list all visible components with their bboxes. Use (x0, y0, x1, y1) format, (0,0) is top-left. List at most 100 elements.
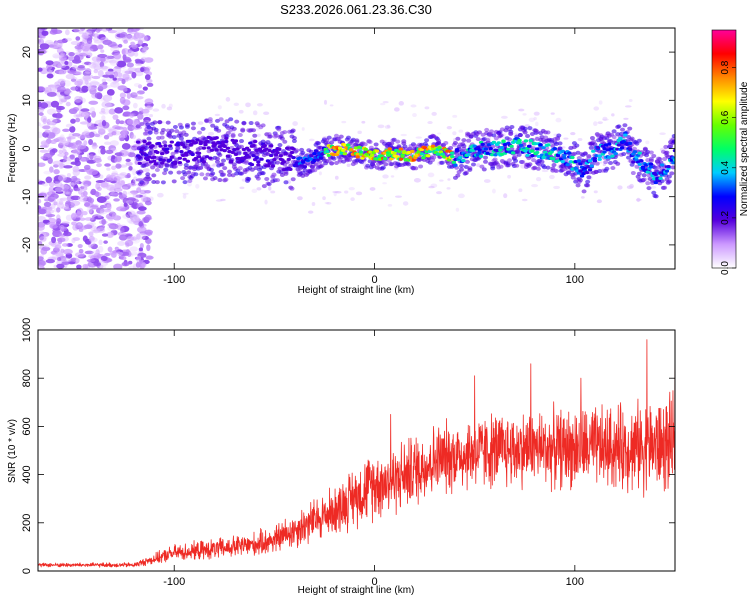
noise-cell (141, 47, 147, 55)
ridge-cell (533, 142, 538, 146)
colorbar-ticks: 0.0 0.2 0.4 0.6 0.8 (720, 60, 736, 275)
ridge-halo-cell (588, 145, 594, 150)
noise-cell (122, 56, 132, 63)
ridge-cell (164, 150, 170, 154)
ridge-cell (195, 138, 200, 142)
ridge-cell (437, 146, 442, 150)
noise-cell (56, 105, 65, 111)
ridge-cell (446, 158, 452, 162)
ridge-halo-cell (550, 143, 556, 148)
noise-cell (550, 112, 555, 115)
noise-cell (100, 255, 108, 262)
noise-cell (115, 251, 124, 256)
ridge-cell (541, 146, 546, 150)
ridge-cell (174, 149, 179, 153)
ridge-cell (387, 147, 392, 151)
ridge-cell (185, 159, 191, 163)
noise-cell (130, 252, 139, 256)
ridge-halo-cell (184, 123, 190, 128)
ridge-cell (477, 148, 482, 152)
noise-cell (114, 152, 125, 157)
ridge-halo-cell (264, 176, 270, 181)
ridge-cell (618, 136, 623, 140)
noise-cell (79, 28, 86, 31)
ridge-halo-cell (217, 152, 223, 157)
noise-cell (84, 175, 92, 180)
ridge-halo-cell (611, 129, 617, 134)
noise-cell (119, 227, 125, 233)
noise-cell (323, 99, 328, 105)
noise-cell (130, 236, 138, 241)
ridge-cell (623, 133, 628, 137)
noise-cell (122, 73, 130, 80)
noise-cell (535, 121, 539, 127)
noise-cell (611, 113, 615, 117)
ridge-halo-cell (190, 121, 196, 126)
noise-cell (99, 208, 108, 215)
noise-cell (46, 64, 53, 70)
spectrogram-x-axis: -100 0 100 (163, 28, 584, 286)
ridge-cell (212, 142, 218, 147)
noise-cell (111, 165, 117, 170)
noise-cell (124, 240, 134, 247)
noise-cell (43, 170, 52, 175)
noise-cell (87, 117, 92, 124)
noise-cell (74, 157, 80, 163)
ridge-halo-cell (246, 176, 252, 181)
noise-cell (145, 255, 154, 260)
ridge-halo-cell (231, 126, 237, 131)
noise-cell (131, 71, 137, 79)
ridge-halo-cell (455, 173, 461, 178)
noise-cell (297, 196, 303, 201)
noise-cell (79, 121, 90, 125)
ridge-halo-cell (380, 165, 386, 170)
ridge-cell (538, 143, 543, 147)
noise-cell (70, 149, 79, 154)
noise-cell (144, 214, 152, 221)
noise-cell (63, 231, 72, 237)
ridge-halo-cell (458, 163, 464, 168)
ridge-cell (150, 144, 155, 148)
ridge-cell (551, 157, 556, 161)
ridge-cell (409, 149, 415, 153)
ridge-cell (517, 138, 522, 142)
ridge-cell (501, 139, 506, 143)
ridge-halo-cell (662, 156, 668, 161)
ridge-halo-cell (252, 133, 258, 138)
noise-cell (96, 163, 102, 168)
ridge-cell (475, 153, 481, 157)
ridge-halo-cell (507, 137, 513, 142)
ridge-cell (301, 160, 306, 164)
noise-cell (94, 215, 104, 220)
ridge-halo-cell (144, 145, 150, 150)
ridge-cell (597, 154, 602, 158)
noise-cell (62, 128, 70, 132)
ridge-cell (201, 146, 207, 150)
ridge-halo-cell (458, 167, 464, 172)
noise-cell (256, 103, 263, 107)
noise-cell (39, 35, 46, 40)
ridge-halo-cell (319, 163, 325, 168)
noise-cell (40, 247, 48, 255)
ridge-halo-cell (556, 133, 562, 138)
noise-cell (125, 161, 133, 166)
noise-cell (108, 211, 117, 217)
noise-cell (131, 43, 138, 49)
ridge-halo-cell (513, 158, 519, 163)
ridge-halo-cell (610, 165, 616, 170)
noise-cell (72, 107, 79, 112)
noise-cell (197, 121, 204, 125)
ridge-halo-cell (586, 155, 592, 160)
noise-cell (118, 134, 125, 142)
noise-cell (503, 193, 508, 199)
ridge-cell (206, 146, 211, 150)
noise-cell (53, 186, 63, 192)
noise-cell (110, 46, 120, 52)
noise-cell (96, 186, 102, 191)
noise-cell (116, 222, 122, 230)
ridge-cell (275, 150, 280, 155)
ridge-cell (267, 161, 272, 165)
noise-cell (238, 109, 244, 114)
ridge-cell (159, 152, 165, 156)
noise-cell (126, 217, 136, 224)
